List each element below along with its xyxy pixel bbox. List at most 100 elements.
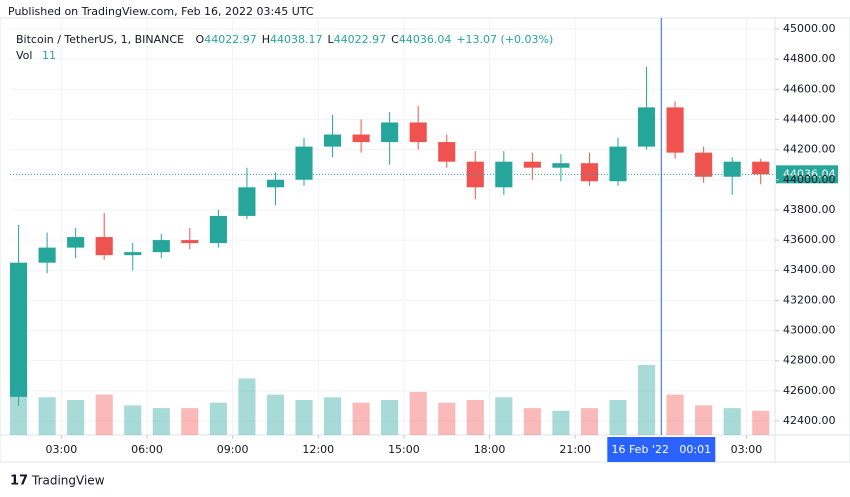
footer-logo: 𝟭𝟳 TradingView (10, 474, 105, 489)
x-tick-label: 03:00 (46, 443, 78, 456)
candle-body (495, 161, 513, 188)
volume-bar (580, 408, 599, 435)
ohlc-key: L (328, 33, 335, 46)
volume-bar (381, 400, 399, 435)
legend: Bitcoin / TetherUS, 1, BINANCE O44022.97… (16, 33, 553, 46)
y-tick-label: 44400.00 (783, 112, 836, 125)
overlay: 44036.04 16 Feb '22 00:01 (10, 18, 838, 462)
y-tick-label: 43400.00 (783, 263, 836, 276)
volume-bar (637, 365, 656, 435)
y-tick-label: 45000.00 (783, 22, 836, 35)
volume-bar (495, 397, 513, 435)
candle-body (552, 163, 570, 168)
volume-bar (552, 410, 570, 435)
candle-body (695, 152, 713, 177)
candle-body (752, 161, 770, 175)
ohlc-value: 44022.97 (334, 33, 387, 46)
x-tick-label: 06:00 (131, 443, 163, 456)
volume-name: Vol (16, 49, 32, 62)
volume-bar (238, 378, 256, 435)
candle-body (666, 107, 684, 153)
candle-body (323, 134, 342, 147)
volume-bar (723, 408, 741, 435)
candle-body (67, 237, 85, 248)
frame (0, 17, 850, 463)
volume-bar (124, 405, 142, 435)
candle-body (181, 240, 199, 244)
candle-body (637, 107, 656, 147)
volume-bar (295, 400, 313, 435)
candles-layer (10, 66, 770, 406)
candle-body (381, 122, 399, 143)
volume-bar (438, 402, 456, 435)
volume-bar (352, 402, 370, 435)
grid (10, 18, 775, 435)
x-tick-label: 12:00 (302, 443, 334, 456)
volume-bar (695, 405, 713, 435)
volume-bar (409, 391, 427, 435)
y-tick-label: 44600.00 (783, 82, 836, 95)
ohlc-key: C (391, 33, 399, 46)
ohlc-key: O (196, 33, 205, 46)
symbol: Bitcoin / TetherUS, 1, BINANCE (16, 33, 184, 46)
volume-bar (38, 397, 56, 435)
x-tick-label: 18:00 (474, 443, 506, 456)
candle-body (295, 146, 313, 180)
volume-bar (209, 402, 227, 435)
last-price-label: 44036.04 (783, 167, 836, 180)
candle-body (580, 163, 599, 182)
candle-body (409, 122, 427, 143)
y-tick-label: 42400.00 (783, 414, 836, 427)
volume-bar (323, 397, 342, 435)
y-tick-label: 44000.00 (783, 173, 836, 186)
last-price-box (776, 165, 838, 184)
candle-body (209, 215, 227, 244)
published-note: Published on TradingView.com, Feb 16, 20… (8, 5, 314, 18)
candle-body (95, 237, 113, 256)
axes: 42400.00 42600.00 42800.00 43000.00 43200.00… (46, 22, 836, 456)
volume-bar (152, 408, 170, 435)
candle-body (266, 179, 285, 188)
x-tick-label: 21:00 (559, 443, 591, 456)
ohlc-value: 44022.97 (204, 33, 257, 46)
logo-mark: 𝟭𝟳 (10, 474, 28, 489)
y-tick-label: 42600.00 (783, 384, 836, 397)
volume-bar (67, 400, 85, 435)
x-tick-label: 03:00 (731, 443, 763, 456)
candle-body (10, 262, 28, 397)
candle-body (124, 252, 142, 256)
candle-body (438, 142, 456, 162)
footer-text: TradingView (31, 474, 105, 488)
volume-bar (523, 408, 541, 435)
volume-legend: Vol 11 (16, 49, 56, 62)
candle-body (38, 247, 56, 263)
candle-body (723, 161, 741, 177)
y-tick-label: 43000.00 (783, 324, 836, 337)
candle-body (152, 240, 170, 253)
volume-bar (181, 408, 199, 435)
crosshair-label: 16 Feb '22 00:01 (611, 443, 711, 456)
candle-body (352, 134, 370, 143)
y-tick-label: 44800.00 (783, 52, 836, 65)
volume-bar (666, 394, 684, 435)
volume-bar (752, 410, 770, 435)
y-tick-label: 43600.00 (783, 233, 836, 246)
volume-bar (266, 394, 285, 435)
volume-bar (95, 394, 113, 435)
volume-value: 11 (42, 49, 56, 62)
ohlc-value: 44038.17 (270, 33, 323, 46)
y-tick-label: 43800.00 (783, 203, 836, 216)
change: +13.07 (+0.03%) (456, 33, 553, 46)
ohlc-value: 44036.04 (399, 33, 452, 46)
candle-body (523, 161, 541, 168)
ohlc-key: H (262, 33, 270, 46)
volume-layer (10, 365, 770, 435)
y-tick-label: 42800.00 (783, 354, 836, 367)
x-tick-label: 09:00 (217, 443, 249, 456)
volume-bar (466, 400, 484, 435)
volume-bar (609, 400, 627, 435)
y-tick-label: 44200.00 (783, 143, 836, 156)
y-tick-label: 43200.00 (783, 293, 836, 306)
